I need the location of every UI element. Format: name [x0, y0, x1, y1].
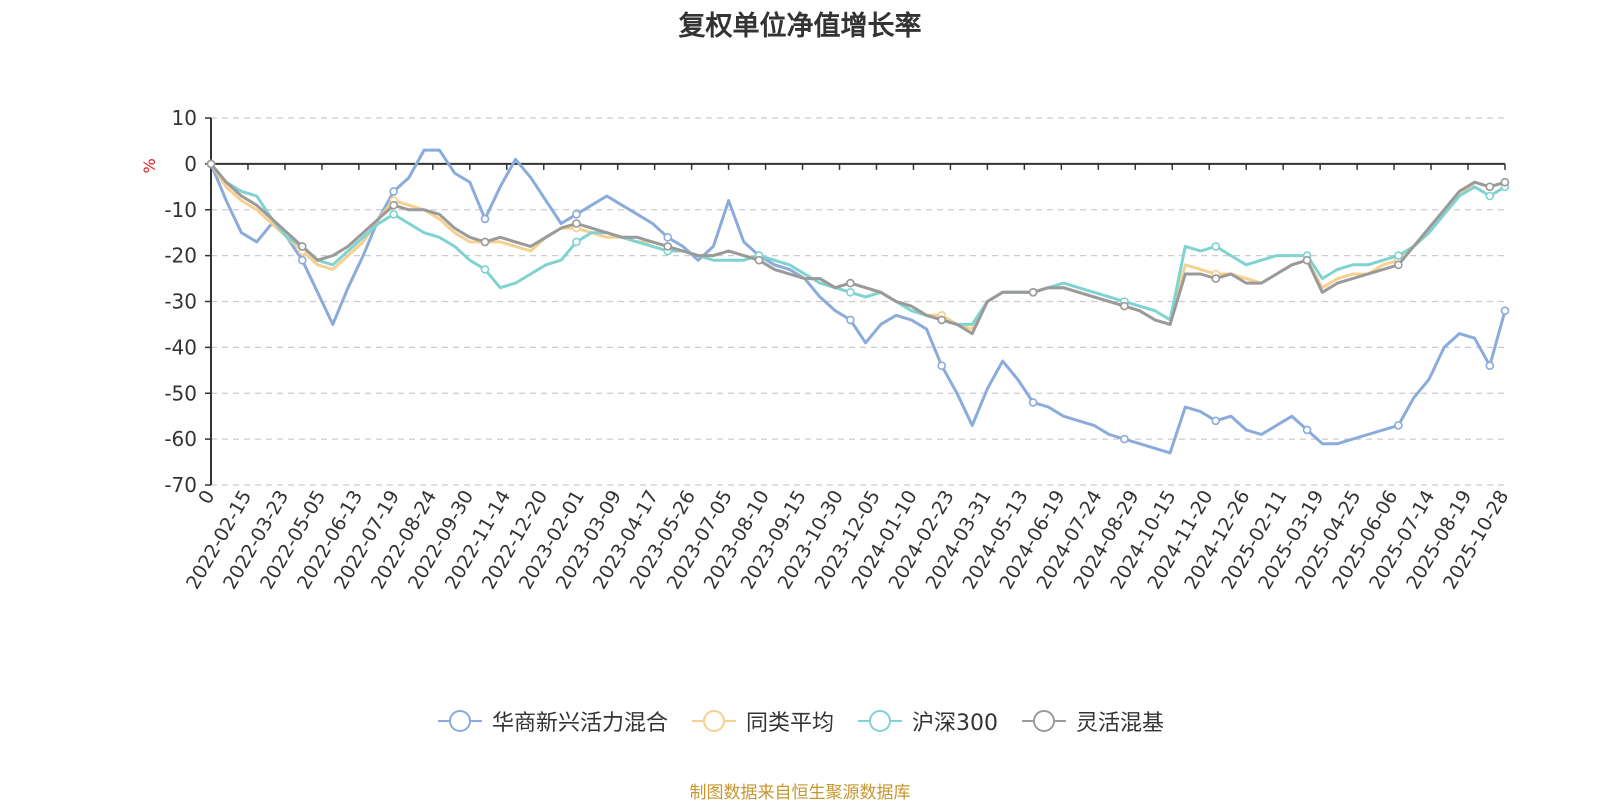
legend-marker-circle	[1033, 710, 1055, 732]
legend-item-4[interactable]: 灵活混基	[1020, 705, 1164, 737]
source-note: 制图数据来自恒生聚源数据库	[689, 783, 911, 803]
series-point	[846, 278, 855, 288]
series-point	[297, 242, 307, 251]
series-point	[389, 200, 399, 210]
legend-marker-circle	[869, 710, 891, 732]
legend-marker	[858, 710, 902, 732]
y-axis-label: %	[140, 158, 159, 173]
legend-item-1[interactable]: 华商新兴活力混合	[436, 705, 668, 737]
series-point	[1485, 182, 1495, 192]
series-lines	[206, 148, 1510, 455]
y-tick-label: 10	[172, 106, 197, 130]
y-tick-label: -70	[164, 473, 197, 497]
series-point	[937, 315, 947, 325]
series-point	[1302, 255, 1312, 265]
legend-marker	[691, 710, 736, 732]
series-line-1	[209, 148, 1507, 455]
series-point	[937, 361, 947, 371]
series-point	[1394, 251, 1403, 260]
series-point	[1485, 191, 1495, 201]
x-tick-label: 0	[194, 487, 219, 508]
series-point	[754, 255, 764, 265]
y-tick-label: -60	[164, 427, 197, 451]
series-point	[480, 214, 490, 224]
series-point	[1302, 425, 1312, 435]
y-tick-label: -40	[164, 335, 197, 359]
y-tick-label: -30	[164, 290, 197, 314]
series-point	[1028, 287, 1038, 297]
series-point	[663, 242, 673, 251]
series-line-2	[209, 163, 1506, 331]
legend-label: 灵活混基	[1076, 711, 1165, 736]
axes	[205, 117, 1506, 486]
legend-label: 华商新兴活力混合	[491, 711, 668, 736]
series-line-3	[209, 162, 1506, 326]
series-point	[1120, 301, 1129, 311]
series-point	[389, 210, 399, 219]
series-point	[1120, 434, 1129, 444]
series-point	[572, 210, 581, 219]
legend-marker-circle	[702, 710, 725, 732]
series-point	[1394, 421, 1403, 430]
series-point	[1211, 274, 1221, 283]
series-point	[663, 233, 673, 242]
legend-item-2[interactable]: 同类平均	[690, 705, 834, 737]
series-point	[1500, 177, 1510, 187]
series-line-4	[209, 162, 1506, 336]
series-point	[1211, 416, 1221, 426]
series-point	[1500, 306, 1510, 316]
series-point	[480, 237, 490, 247]
series-point	[572, 237, 581, 247]
y-tick-label: 0	[184, 152, 197, 176]
line-chart: 100-10-20-30-40-50-60-70%02022-02-152022…	[140, 106, 1513, 593]
legend-marker-circle	[448, 710, 471, 732]
series-point	[846, 315, 855, 325]
series-point	[572, 219, 581, 228]
y-tick-label: -50	[164, 381, 197, 405]
series-point	[846, 287, 855, 297]
y-tick-label: -10	[164, 198, 197, 222]
y-tick-label: -20	[164, 244, 197, 268]
series-point	[480, 265, 490, 274]
legend-label: 沪深300	[912, 711, 998, 736]
legend-marker	[1022, 710, 1066, 732]
legend-label: 同类平均	[745, 711, 834, 736]
tick-labels: 100-10-20-30-40-50-60-70%02022-02-152022…	[140, 106, 1513, 593]
series-point	[389, 187, 399, 196]
series-point	[1394, 260, 1403, 270]
legend-marker	[437, 710, 482, 732]
legend: 华商新兴活力混合 同类平均 沪深300 灵活混基	[0, 705, 1600, 737]
chart-title: 复权单位净值增长率	[678, 11, 922, 42]
legend-item-3[interactable]: 沪深300	[856, 705, 998, 737]
series-point	[297, 255, 307, 265]
series-point	[1485, 361, 1495, 371]
series-point	[1211, 242, 1221, 251]
series-point	[1028, 398, 1038, 407]
series-point	[206, 159, 216, 169]
